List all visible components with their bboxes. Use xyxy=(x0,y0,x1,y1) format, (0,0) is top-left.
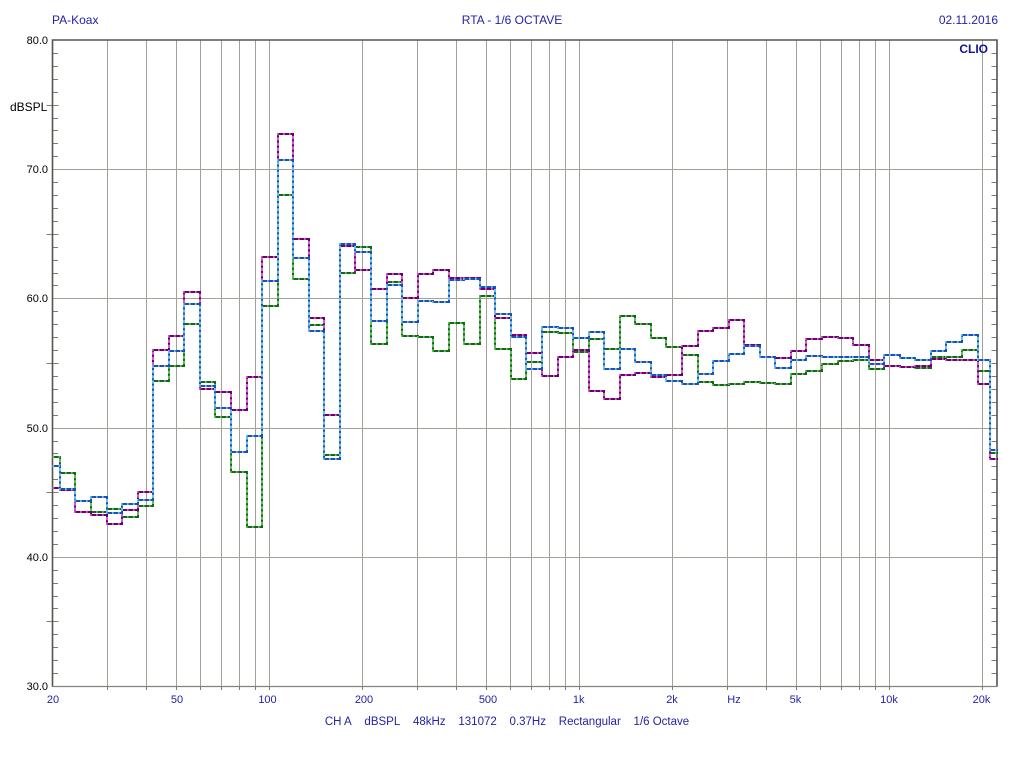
svg-text:30.0: 30.0 xyxy=(27,681,48,693)
svg-text:02.11.2016: 02.11.2016 xyxy=(939,13,998,27)
svg-text:PA-Koax: PA-Koax xyxy=(52,13,98,27)
svg-text:40.0: 40.0 xyxy=(27,552,48,564)
svg-text:50.0: 50.0 xyxy=(27,423,48,435)
svg-text:Hz: Hz xyxy=(727,694,740,706)
svg-text:1k: 1k xyxy=(573,694,585,706)
svg-text:CH A dBSPL 48kHz 1310: CH A dBSPL 48kHz 131072 0.37Hz Rectangul… xyxy=(325,716,689,728)
svg-text:200: 200 xyxy=(355,694,373,706)
svg-text:10k: 10k xyxy=(880,694,898,706)
svg-text:dBSPL: dBSPL xyxy=(10,100,48,114)
svg-text:80.0: 80.0 xyxy=(27,35,48,47)
svg-text:5k: 5k xyxy=(790,694,802,706)
svg-text:20k: 20k xyxy=(973,694,991,706)
svg-text:50: 50 xyxy=(171,694,183,706)
svg-text:60.0: 60.0 xyxy=(27,293,48,305)
svg-text:RTA - 1/6 OCTAVE: RTA - 1/6 OCTAVE xyxy=(462,13,562,27)
svg-text:2k: 2k xyxy=(666,694,678,706)
svg-text:CLIO: CLIO xyxy=(959,42,988,56)
svg-text:100: 100 xyxy=(258,694,276,706)
svg-text:70.0: 70.0 xyxy=(27,164,48,176)
svg-text:20: 20 xyxy=(47,694,59,706)
svg-text:500: 500 xyxy=(479,694,497,706)
